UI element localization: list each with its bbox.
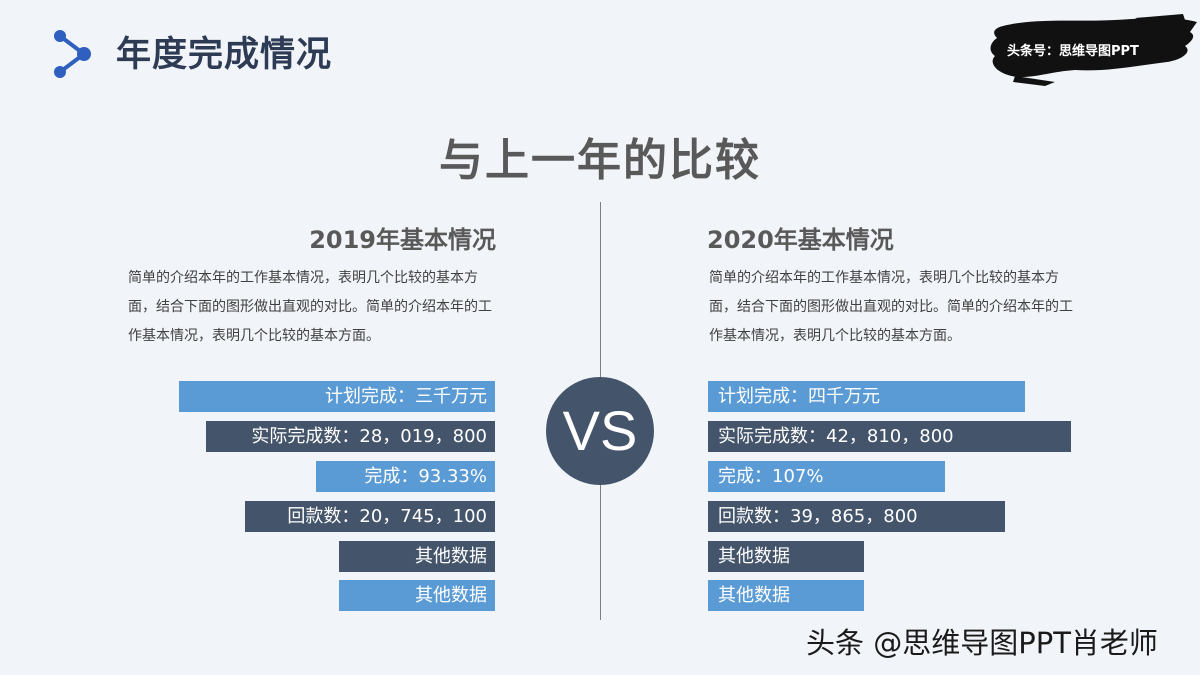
share-node-icon <box>54 30 91 78</box>
right-bar-other-1: 其他数据 <box>708 541 864 572</box>
right-bar-other-2: 其他数据 <box>708 580 864 611</box>
right-bar-collection: 回款数：39，865，800 <box>708 501 1005 532</box>
left-bar-other-2: 其他数据 <box>339 580 495 611</box>
page-title: 年度完成情况 <box>116 35 333 75</box>
right-bar-planned: 计划完成：四千万元 <box>708 381 1025 412</box>
left-bar-other-1: 其他数据 <box>339 541 495 572</box>
left-bar-planned: 计划完成：三千万元 <box>179 381 495 412</box>
badge-text: 头条号：思维导图PPT <box>1007 44 1139 59</box>
right-bar-completion-rate: 完成：107% <box>708 461 945 492</box>
brush-stroke-badge: 头条号：思维导图PPT <box>985 12 1200 90</box>
left-bar-collection: 回款数：20，745，100 <box>245 501 495 532</box>
left-bar-actual: 实际完成数：28，019，800 <box>206 421 495 452</box>
left-bar-completion-rate: 完成：93.33% <box>316 461 495 492</box>
watermark: 头条 @思维导图PPT肖老师 <box>806 626 1158 660</box>
vs-circle: VS <box>546 377 654 485</box>
left-heading: 2019年基本情况 <box>309 226 496 254</box>
right-bar-actual: 实际完成数：42，810，800 <box>708 421 1071 452</box>
right-description: 简单的介绍本年的工作基本情况，表明几个比较的基本方面，结合下面的图形做出直观的对… <box>709 270 1073 344</box>
right-heading: 2020年基本情况 <box>707 226 894 254</box>
main-heading: 与上一年的比较 <box>439 135 761 186</box>
left-description: 简单的介绍本年的工作基本情况，表明几个比较的基本方面，结合下面的图形做出直观的对… <box>128 270 492 344</box>
